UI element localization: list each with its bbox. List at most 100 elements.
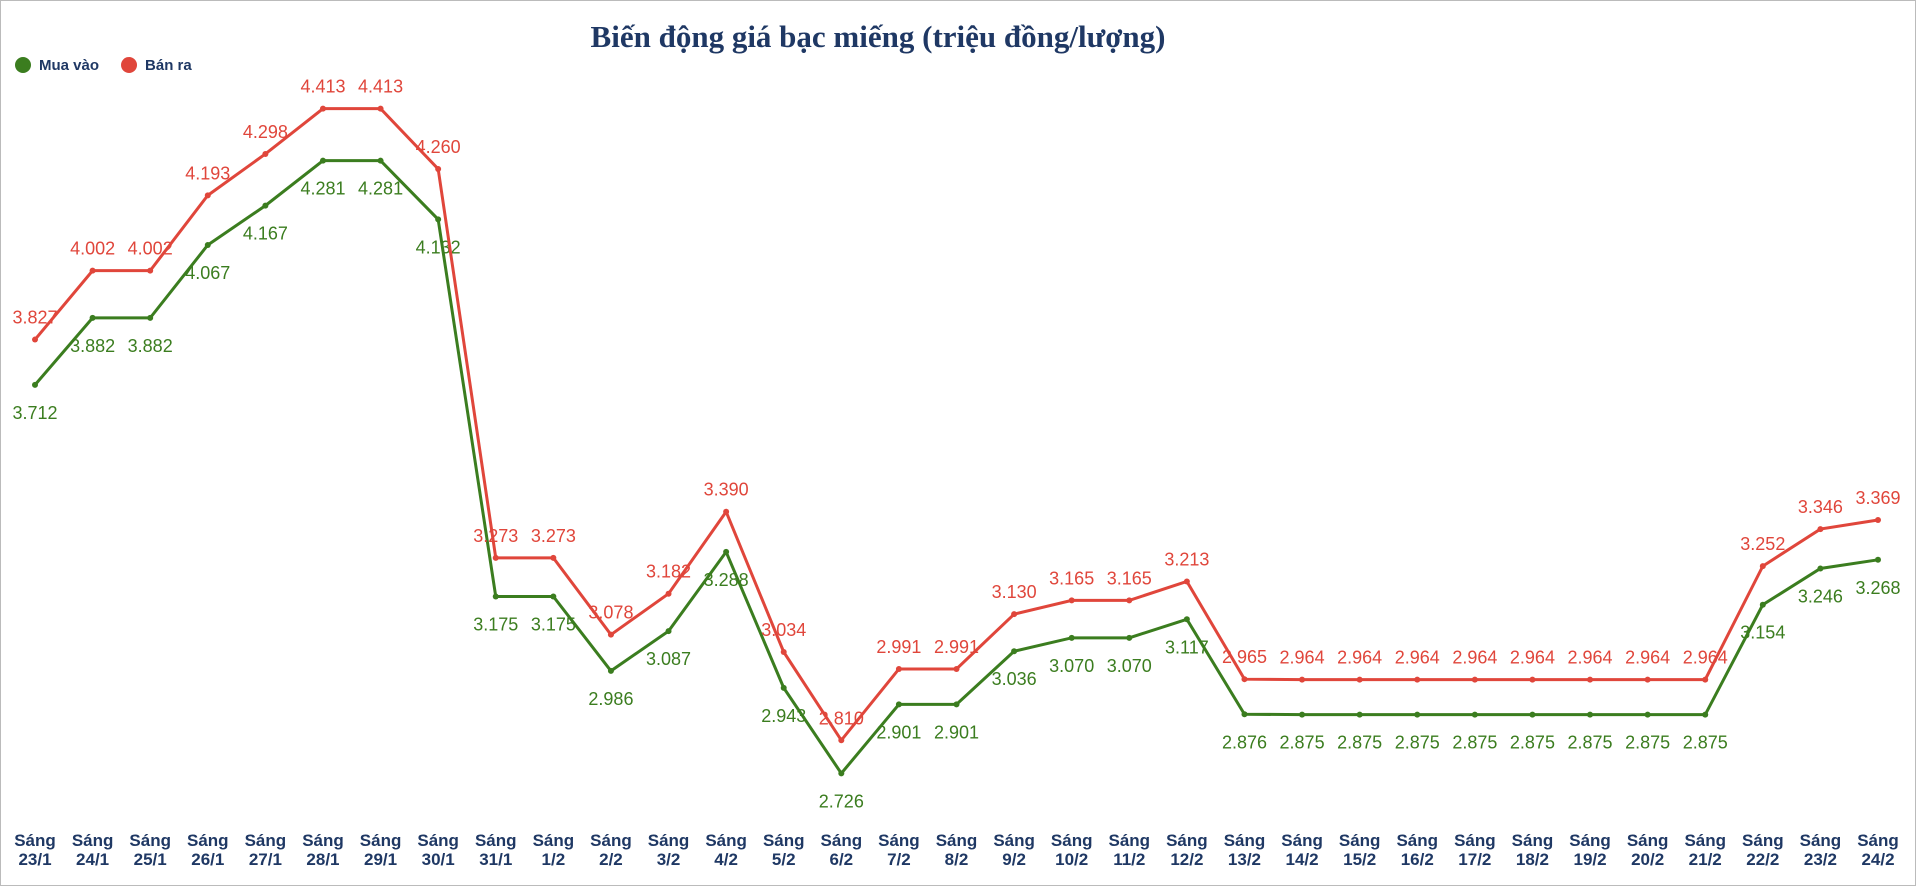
legend-marker <box>121 57 138 73</box>
point <box>665 590 672 597</box>
line <box>33 159 1879 776</box>
point <box>1471 676 1478 683</box>
chart-title: Biến động giá bạc miếng (triệu đồng/lượn… <box>591 19 1166 54</box>
point <box>1471 711 1478 718</box>
data-label: 3.712 <box>12 403 57 423</box>
data-label: 3.882 <box>70 336 115 356</box>
x-tick-label: Sáng 31/1 <box>474 831 517 869</box>
x-tick-label: Sáng 13/2 <box>1223 831 1266 869</box>
x-tick-label: Sáng 18/2 <box>1511 831 1554 869</box>
data-label: 2.901 <box>934 722 979 742</box>
x-tick-label: Sáng 29/1 <box>359 831 402 869</box>
point <box>262 150 269 157</box>
point <box>1241 711 1248 718</box>
point <box>1644 711 1651 718</box>
data-label: 4.067 <box>185 263 230 283</box>
data-label: 2.964 <box>1337 648 1382 668</box>
legend-label: Mua vào <box>39 57 99 74</box>
data-label: 3.078 <box>588 603 633 623</box>
data-label: 3.070 <box>1107 656 1152 676</box>
x-tick-label: Sáng 3/2 <box>647 831 690 869</box>
x-tick-label: Sáng 11/2 <box>1108 831 1151 869</box>
data-label: 2.875 <box>1683 733 1728 753</box>
data-label: 2.875 <box>1568 733 1613 753</box>
data-label: 2.875 <box>1625 733 1670 753</box>
x-tick-label: Sáng 15/2 <box>1338 831 1381 869</box>
point <box>89 314 96 321</box>
data-label: 3.346 <box>1798 497 1843 517</box>
x-tick-label: Sáng 25/1 <box>129 831 171 869</box>
x-tick-label: Sáng 26/1 <box>187 831 229 869</box>
point <box>1529 711 1536 718</box>
point <box>895 701 902 708</box>
point <box>550 593 557 600</box>
point <box>492 593 499 600</box>
point <box>262 202 269 209</box>
data-label: 3.288 <box>704 570 749 590</box>
data-label: 4.002 <box>70 239 115 259</box>
x-tick-label: Sáng 5/2 <box>762 831 805 869</box>
point <box>89 267 96 274</box>
point <box>319 157 326 164</box>
point <box>1414 711 1421 718</box>
data-label: 4.132 <box>416 237 461 257</box>
data-label: 2.964 <box>1280 648 1325 668</box>
point <box>665 628 672 635</box>
data-label: 2.875 <box>1395 733 1440 753</box>
data-label: 3.130 <box>992 582 1037 602</box>
x-tick-label: Sáng 24/2 <box>1857 831 1899 869</box>
data-label: 2.943 <box>761 706 806 726</box>
legend-marker <box>15 57 31 73</box>
data-label: 3.882 <box>128 336 173 356</box>
point <box>147 314 154 321</box>
data-label: 2.986 <box>588 689 633 709</box>
x-tick-label: Sáng 21/2 <box>1684 831 1726 869</box>
point <box>607 631 614 638</box>
data-label: 2.964 <box>1510 648 1555 668</box>
data-label: 3.165 <box>1107 568 1152 588</box>
data-label: 3.154 <box>1740 623 1785 643</box>
point <box>32 336 38 343</box>
data-label: 2.965 <box>1222 647 1267 667</box>
point <box>204 242 211 249</box>
data-label: 3.827 <box>12 308 57 328</box>
x-tick-label: Sáng 17/2 <box>1454 831 1496 869</box>
point <box>1529 676 1536 683</box>
point <box>1011 648 1018 655</box>
data-label: 2.810 <box>819 708 864 728</box>
point <box>1587 676 1594 683</box>
point <box>1875 556 1881 563</box>
point <box>1587 711 1594 718</box>
point <box>1356 711 1363 718</box>
point <box>1241 676 1248 683</box>
x-tick-label: Sáng 7/2 <box>878 831 920 869</box>
x-tick-label: Sáng 20/2 <box>1626 831 1669 869</box>
data-label: 2.875 <box>1280 733 1325 753</box>
x-tick-label: Sáng 12/2 <box>1166 831 1208 869</box>
point <box>377 105 384 112</box>
data-label: 2.876 <box>1222 732 1267 752</box>
point <box>550 554 557 561</box>
point <box>1759 563 1766 570</box>
point <box>1817 565 1824 572</box>
data-label: 3.070 <box>1049 656 1094 676</box>
data-label: 2.901 <box>876 722 921 742</box>
point <box>780 649 787 656</box>
data-label: 3.213 <box>1164 549 1209 569</box>
x-tick-label: Sáng 4/2 <box>705 831 747 869</box>
data-label: 3.390 <box>704 480 749 500</box>
point <box>377 157 384 164</box>
point <box>1356 676 1363 683</box>
data-label: 2.964 <box>1683 648 1728 668</box>
point <box>838 737 845 744</box>
data-label: 3.268 <box>1855 578 1900 598</box>
point <box>1702 676 1709 683</box>
point <box>1414 676 1421 683</box>
point <box>1068 597 1075 604</box>
point <box>1759 601 1766 608</box>
point <box>1702 711 1709 718</box>
point <box>319 105 326 112</box>
data-label: 2.875 <box>1510 733 1555 753</box>
data-label: 3.175 <box>531 614 576 634</box>
x-tick-label: Sáng 23/1 <box>14 831 56 869</box>
